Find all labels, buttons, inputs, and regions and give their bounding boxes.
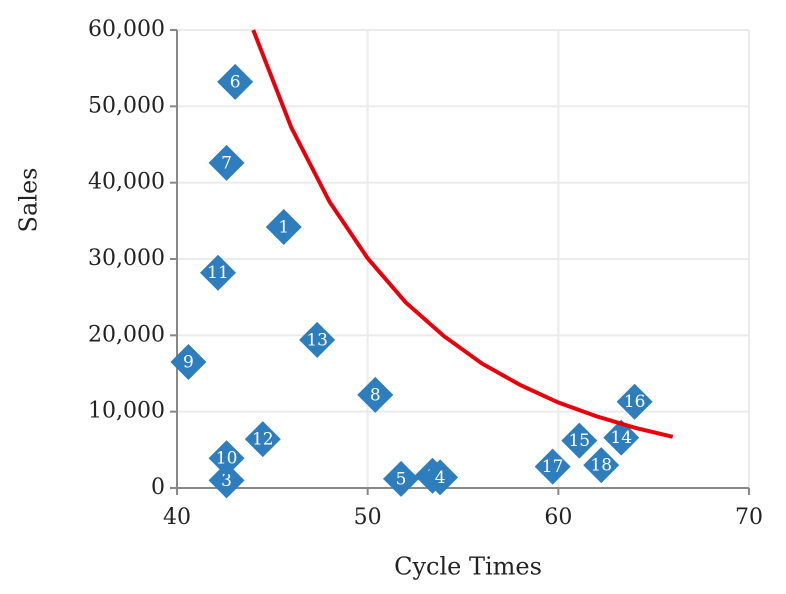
point-label: 4 — [435, 468, 446, 488]
point-label: 5 — [396, 469, 407, 489]
y-tick-label: 30,000 — [88, 246, 165, 271]
y-axis-title: Sales — [15, 168, 43, 233]
point-label: 7 — [221, 153, 232, 173]
point-label: 18 — [590, 456, 612, 476]
point — [383, 460, 420, 497]
point — [583, 447, 620, 484]
x-tick-label: 70 — [735, 505, 763, 530]
point — [561, 422, 598, 459]
point — [208, 144, 245, 181]
curve — [251, 29, 674, 439]
point — [357, 376, 394, 413]
y-tick-label: 0 — [151, 475, 165, 500]
point-label: 8 — [370, 385, 381, 405]
y-tick-label: 50,000 — [88, 93, 165, 118]
point — [534, 448, 571, 485]
point — [603, 419, 640, 456]
point-label: 12 — [252, 430, 274, 450]
point-label: 13 — [306, 330, 328, 350]
point-label: 9 — [183, 353, 194, 373]
y-tick-label: 10,000 — [88, 399, 165, 424]
point-label: 1 — [278, 217, 289, 237]
point — [422, 459, 459, 496]
point — [299, 321, 336, 358]
point-label: 17 — [542, 457, 564, 477]
point-label: 6 — [230, 72, 241, 92]
point — [217, 63, 254, 100]
point — [265, 208, 302, 245]
y-tick-label: 40,000 — [88, 170, 165, 195]
point — [208, 440, 245, 477]
x-axis-title: Cycle Times — [394, 553, 542, 581]
y-tick-label: 60,000 — [88, 17, 165, 42]
point — [199, 254, 236, 291]
x-tick-label: 60 — [544, 505, 572, 530]
x-tick-label: 50 — [354, 505, 382, 530]
y-tick-label: 20,000 — [88, 322, 165, 347]
point-label: 16 — [624, 392, 646, 412]
point — [208, 462, 245, 499]
point — [244, 421, 281, 458]
x-tick-label: 40 — [163, 505, 191, 530]
point-label: 10 — [216, 449, 238, 469]
point — [616, 383, 653, 420]
point-label: 3 — [221, 471, 232, 491]
point-label: 14 — [610, 428, 632, 448]
point-label: 11 — [207, 263, 229, 283]
point — [170, 344, 207, 381]
point-label: 15 — [568, 431, 590, 451]
